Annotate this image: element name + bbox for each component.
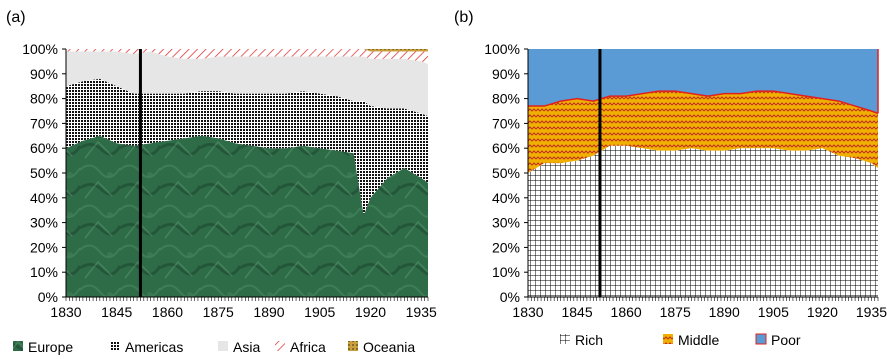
series-area-asia	[66, 51, 428, 116]
x-tick-label: 1860	[611, 304, 642, 320]
middle-poor-boundary-line	[528, 90, 879, 115]
series-area-europe	[66, 135, 428, 297]
legend-label-europe: Europe	[28, 339, 73, 355]
legend-swatch-poor	[755, 333, 767, 345]
y-tick-label: 0%	[38, 289, 58, 305]
series-area-oceania	[66, 49, 428, 52]
y-tick-label: 80%	[30, 91, 58, 107]
y-tick-label: 100%	[22, 41, 58, 57]
y-tick-label: 50%	[30, 165, 58, 181]
x-tick-label: 1935	[406, 304, 437, 320]
y-tick-label: 10%	[492, 264, 520, 280]
series-area-rich	[528, 145, 878, 297]
legend-label-middle: Middle	[678, 332, 719, 348]
x-tick-label: 1890	[253, 304, 284, 320]
legend-label-poor: Poor	[771, 332, 801, 348]
legend-swatch-middle	[663, 334, 673, 344]
x-tick-label: 1920	[807, 304, 838, 320]
y-tick-label: 70%	[492, 115, 520, 131]
x-tick-label: 1830	[50, 304, 81, 320]
x-tick-label: 1935	[856, 304, 887, 320]
x-tick-label: 1875	[203, 304, 234, 320]
legend-label-africa: Africa	[290, 339, 326, 355]
y-tick-label: 30%	[30, 215, 58, 231]
series-area-americas	[66, 78, 428, 216]
y-tick-label: 50%	[492, 165, 520, 181]
legend-label-oceania: Oceania	[363, 339, 415, 355]
legend-swatch-rich	[560, 334, 570, 344]
y-tick-label: 30%	[492, 215, 520, 231]
series-area-africa	[66, 49, 428, 64]
legend-swatch-africa	[275, 341, 285, 351]
x-tick-label: 1905	[758, 304, 789, 320]
legend-swatch-oceania	[348, 341, 358, 351]
y-tick-label: 20%	[30, 239, 58, 255]
legend-swatch-asia	[218, 341, 228, 351]
series-area-poor	[528, 49, 878, 114]
legend-swatch-americas	[110, 341, 120, 351]
y-tick-label: 80%	[492, 91, 520, 107]
y-tick-label: 60%	[30, 140, 58, 156]
y-tick-label: 20%	[492, 239, 520, 255]
panel-a-label: (a)	[6, 9, 26, 26]
chart-panel-b: 0% 10% 20% 30% 40% 50% 60% 70% 80% 90% 100% 1830 184…	[484, 41, 887, 348]
legend-label-asia: Asia	[233, 339, 260, 355]
x-tick-label: 1830	[512, 304, 543, 320]
x-tick-label: 1905	[304, 304, 335, 320]
y-tick-label: 70%	[30, 115, 58, 131]
chart-panel-a: 0% 10% 20% 30% 40% 50% 60% 70% 80% 90% 100% 1830 184…	[13, 41, 437, 355]
y-tick-label: 90%	[492, 66, 520, 82]
x-tick-label: 1920	[355, 304, 386, 320]
y-tick-label: 40%	[492, 190, 520, 206]
y-tick-label: 100%	[484, 41, 520, 57]
legend-label-americas: Americas	[125, 339, 183, 355]
y-tick-label: 10%	[30, 264, 58, 280]
y-tick-label: 90%	[30, 66, 58, 82]
y-tick-label: 60%	[492, 140, 520, 156]
y-tick-label: 0%	[500, 289, 520, 305]
x-tick-label: 1890	[709, 304, 740, 320]
x-tick-label: 1845	[561, 304, 592, 320]
panel-b-label: (b)	[454, 9, 474, 26]
series-area-middle	[528, 91, 878, 173]
legend-swatch-europe	[13, 341, 23, 351]
y-tick-label: 40%	[30, 190, 58, 206]
x-tick-label: 1860	[152, 304, 183, 320]
x-tick-label: 1845	[101, 304, 132, 320]
legend-label-rich: Rich	[575, 332, 603, 348]
x-tick-label: 1875	[660, 304, 691, 320]
